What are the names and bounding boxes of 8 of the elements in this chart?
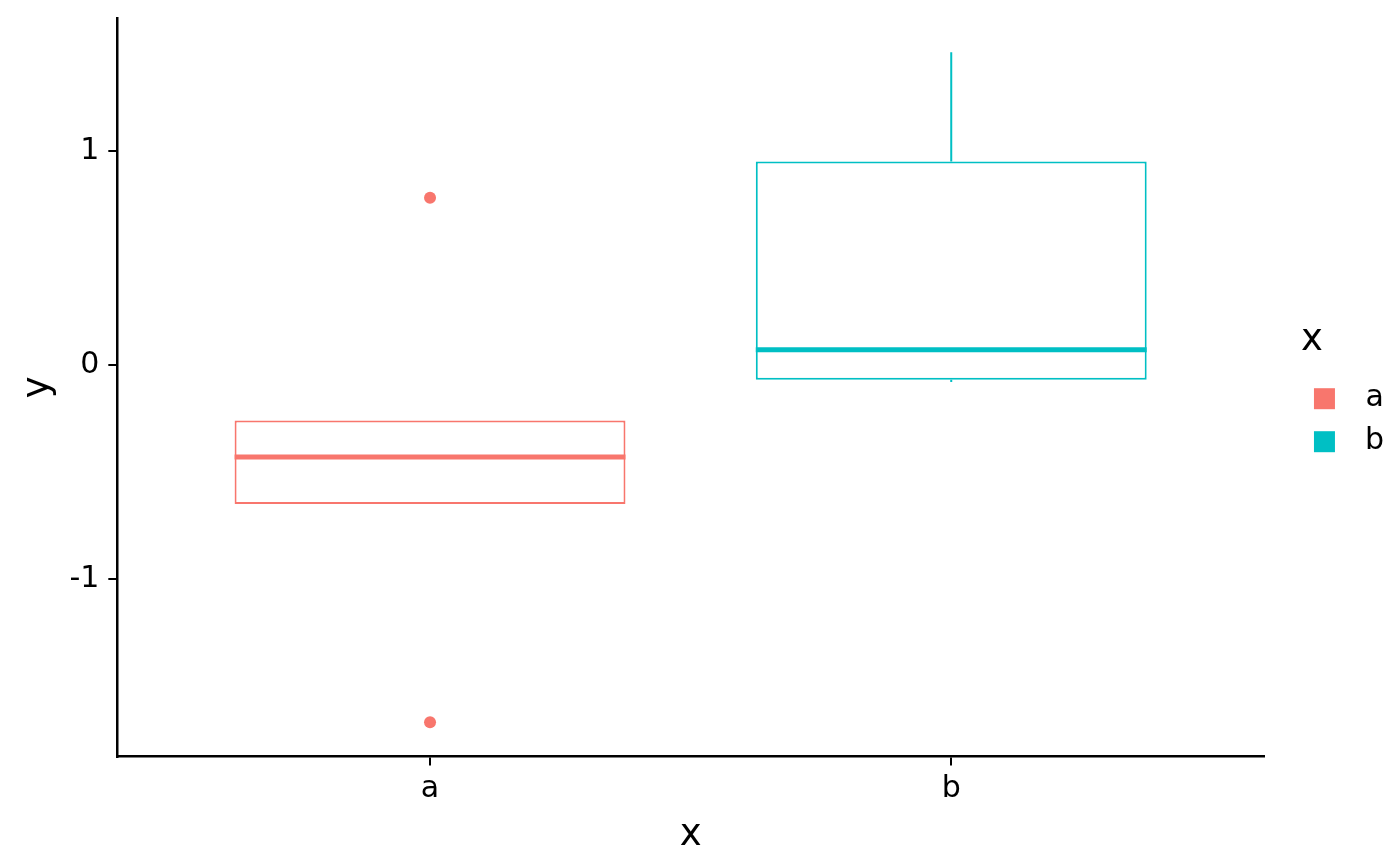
y-axis-title: y	[13, 376, 57, 399]
legend-label: a	[1365, 378, 1384, 414]
y-tick-label: -1	[69, 558, 100, 594]
legend-label: b	[1364, 421, 1384, 457]
legend-title: x	[1300, 316, 1323, 360]
y-tick-label: 0	[80, 344, 100, 380]
y-tick-label: 1	[80, 130, 100, 166]
x-axis-title: x	[679, 811, 702, 855]
